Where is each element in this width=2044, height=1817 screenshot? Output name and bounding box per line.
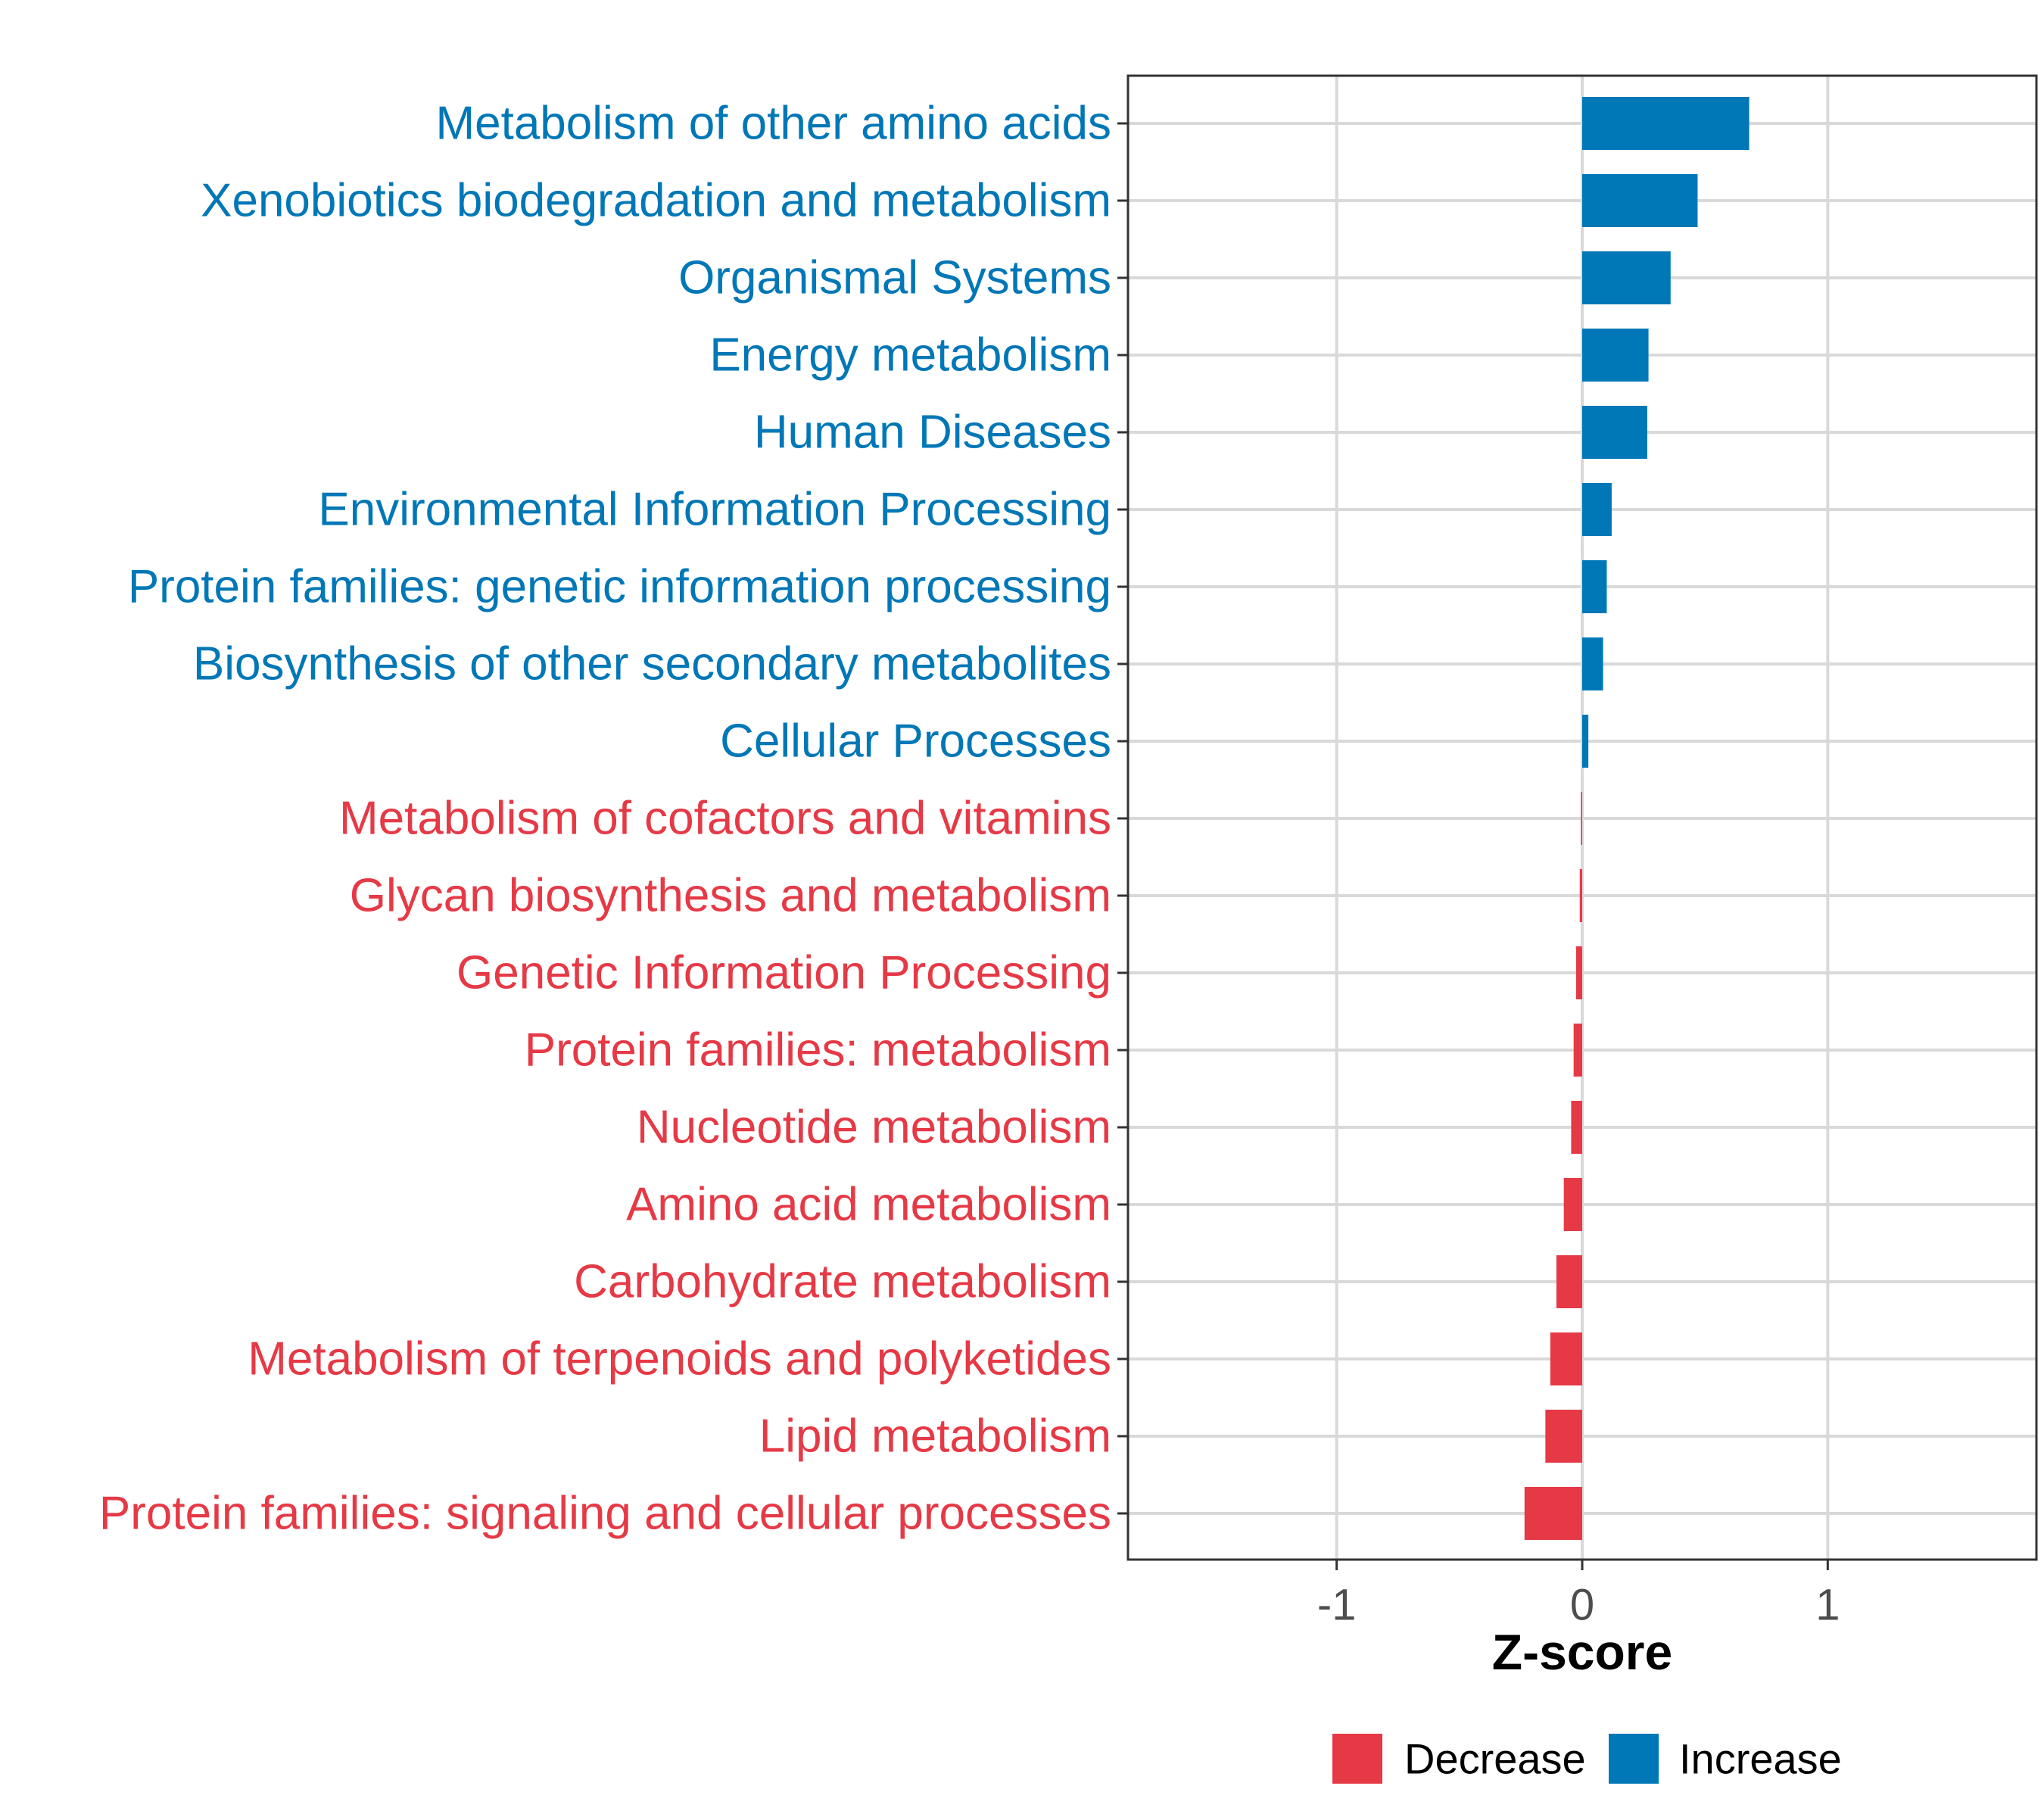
category-label: Lipid metabolism xyxy=(759,1410,1111,1463)
legend: Decrease Increase xyxy=(1332,1734,1842,1784)
category-label: Nucleotide metabolism xyxy=(637,1102,1111,1154)
bar xyxy=(1582,560,1607,613)
x-axis-title: Z-score xyxy=(1492,1624,1672,1680)
legend-key-increase xyxy=(1609,1734,1659,1784)
bar xyxy=(1524,1487,1582,1540)
category-label: Genetic Information Processing xyxy=(456,947,1111,999)
category-label: Glycan biosynthesis and metabolism xyxy=(350,870,1111,922)
category-label: Carbohydrate metabolism xyxy=(574,1256,1111,1308)
bar xyxy=(1582,483,1612,536)
category-label: Metabolism of other amino acids xyxy=(435,98,1111,150)
bar xyxy=(1579,869,1582,922)
category-label: Protein families: metabolism xyxy=(525,1024,1111,1077)
bar xyxy=(1582,251,1671,304)
category-label: Amino acid metabolism xyxy=(626,1179,1111,1231)
legend-label-decrease: Decrease xyxy=(1404,1735,1586,1783)
bar xyxy=(1575,946,1582,999)
category-label: Organismal Systems xyxy=(678,252,1111,304)
category-label: Xenobiotics biodegradation and metabolis… xyxy=(201,175,1111,227)
x-tick-label: -1 xyxy=(1317,1581,1357,1630)
y-axis-labels: Metabolism of other amino acids Xenobioti… xyxy=(99,98,1111,1540)
category-label: Cellular Processes xyxy=(720,715,1111,768)
x-axis-ticks: -1 0 1 xyxy=(1317,1560,1840,1630)
bar xyxy=(1582,329,1649,382)
legend-key-decrease xyxy=(1332,1734,1382,1784)
bar xyxy=(1582,637,1603,690)
legend-label-increase: Increase xyxy=(1679,1735,1842,1783)
bar xyxy=(1573,1024,1582,1077)
bars xyxy=(1524,97,1750,1540)
bar xyxy=(1582,715,1589,768)
category-label: Protein families: genetic information pr… xyxy=(128,561,1111,613)
x-tick-label: 1 xyxy=(1815,1581,1840,1630)
category-label: Human Diseases xyxy=(754,407,1111,459)
bar xyxy=(1571,1101,1582,1154)
category-label: Protein families: signaling and cellular… xyxy=(99,1488,1111,1540)
bar xyxy=(1563,1178,1582,1231)
category-label: Energy metabolism xyxy=(709,329,1111,382)
bar xyxy=(1582,174,1698,227)
bar xyxy=(1550,1332,1582,1385)
bar xyxy=(1582,406,1647,459)
bar xyxy=(1581,792,1582,845)
x-tick-label: 0 xyxy=(1570,1581,1594,1630)
category-label: Metabolism of terpenoids and polyketides xyxy=(248,1333,1111,1385)
category-label: Environmental Information Processing xyxy=(318,484,1111,536)
bar xyxy=(1556,1255,1582,1308)
category-label: Biosynthesis of other secondary metaboli… xyxy=(193,638,1111,690)
bar xyxy=(1545,1410,1582,1463)
y-axis-ticks xyxy=(1117,122,1128,1515)
category-label: Metabolism of cofactors and vitamins xyxy=(339,793,1111,845)
bar xyxy=(1582,97,1750,150)
